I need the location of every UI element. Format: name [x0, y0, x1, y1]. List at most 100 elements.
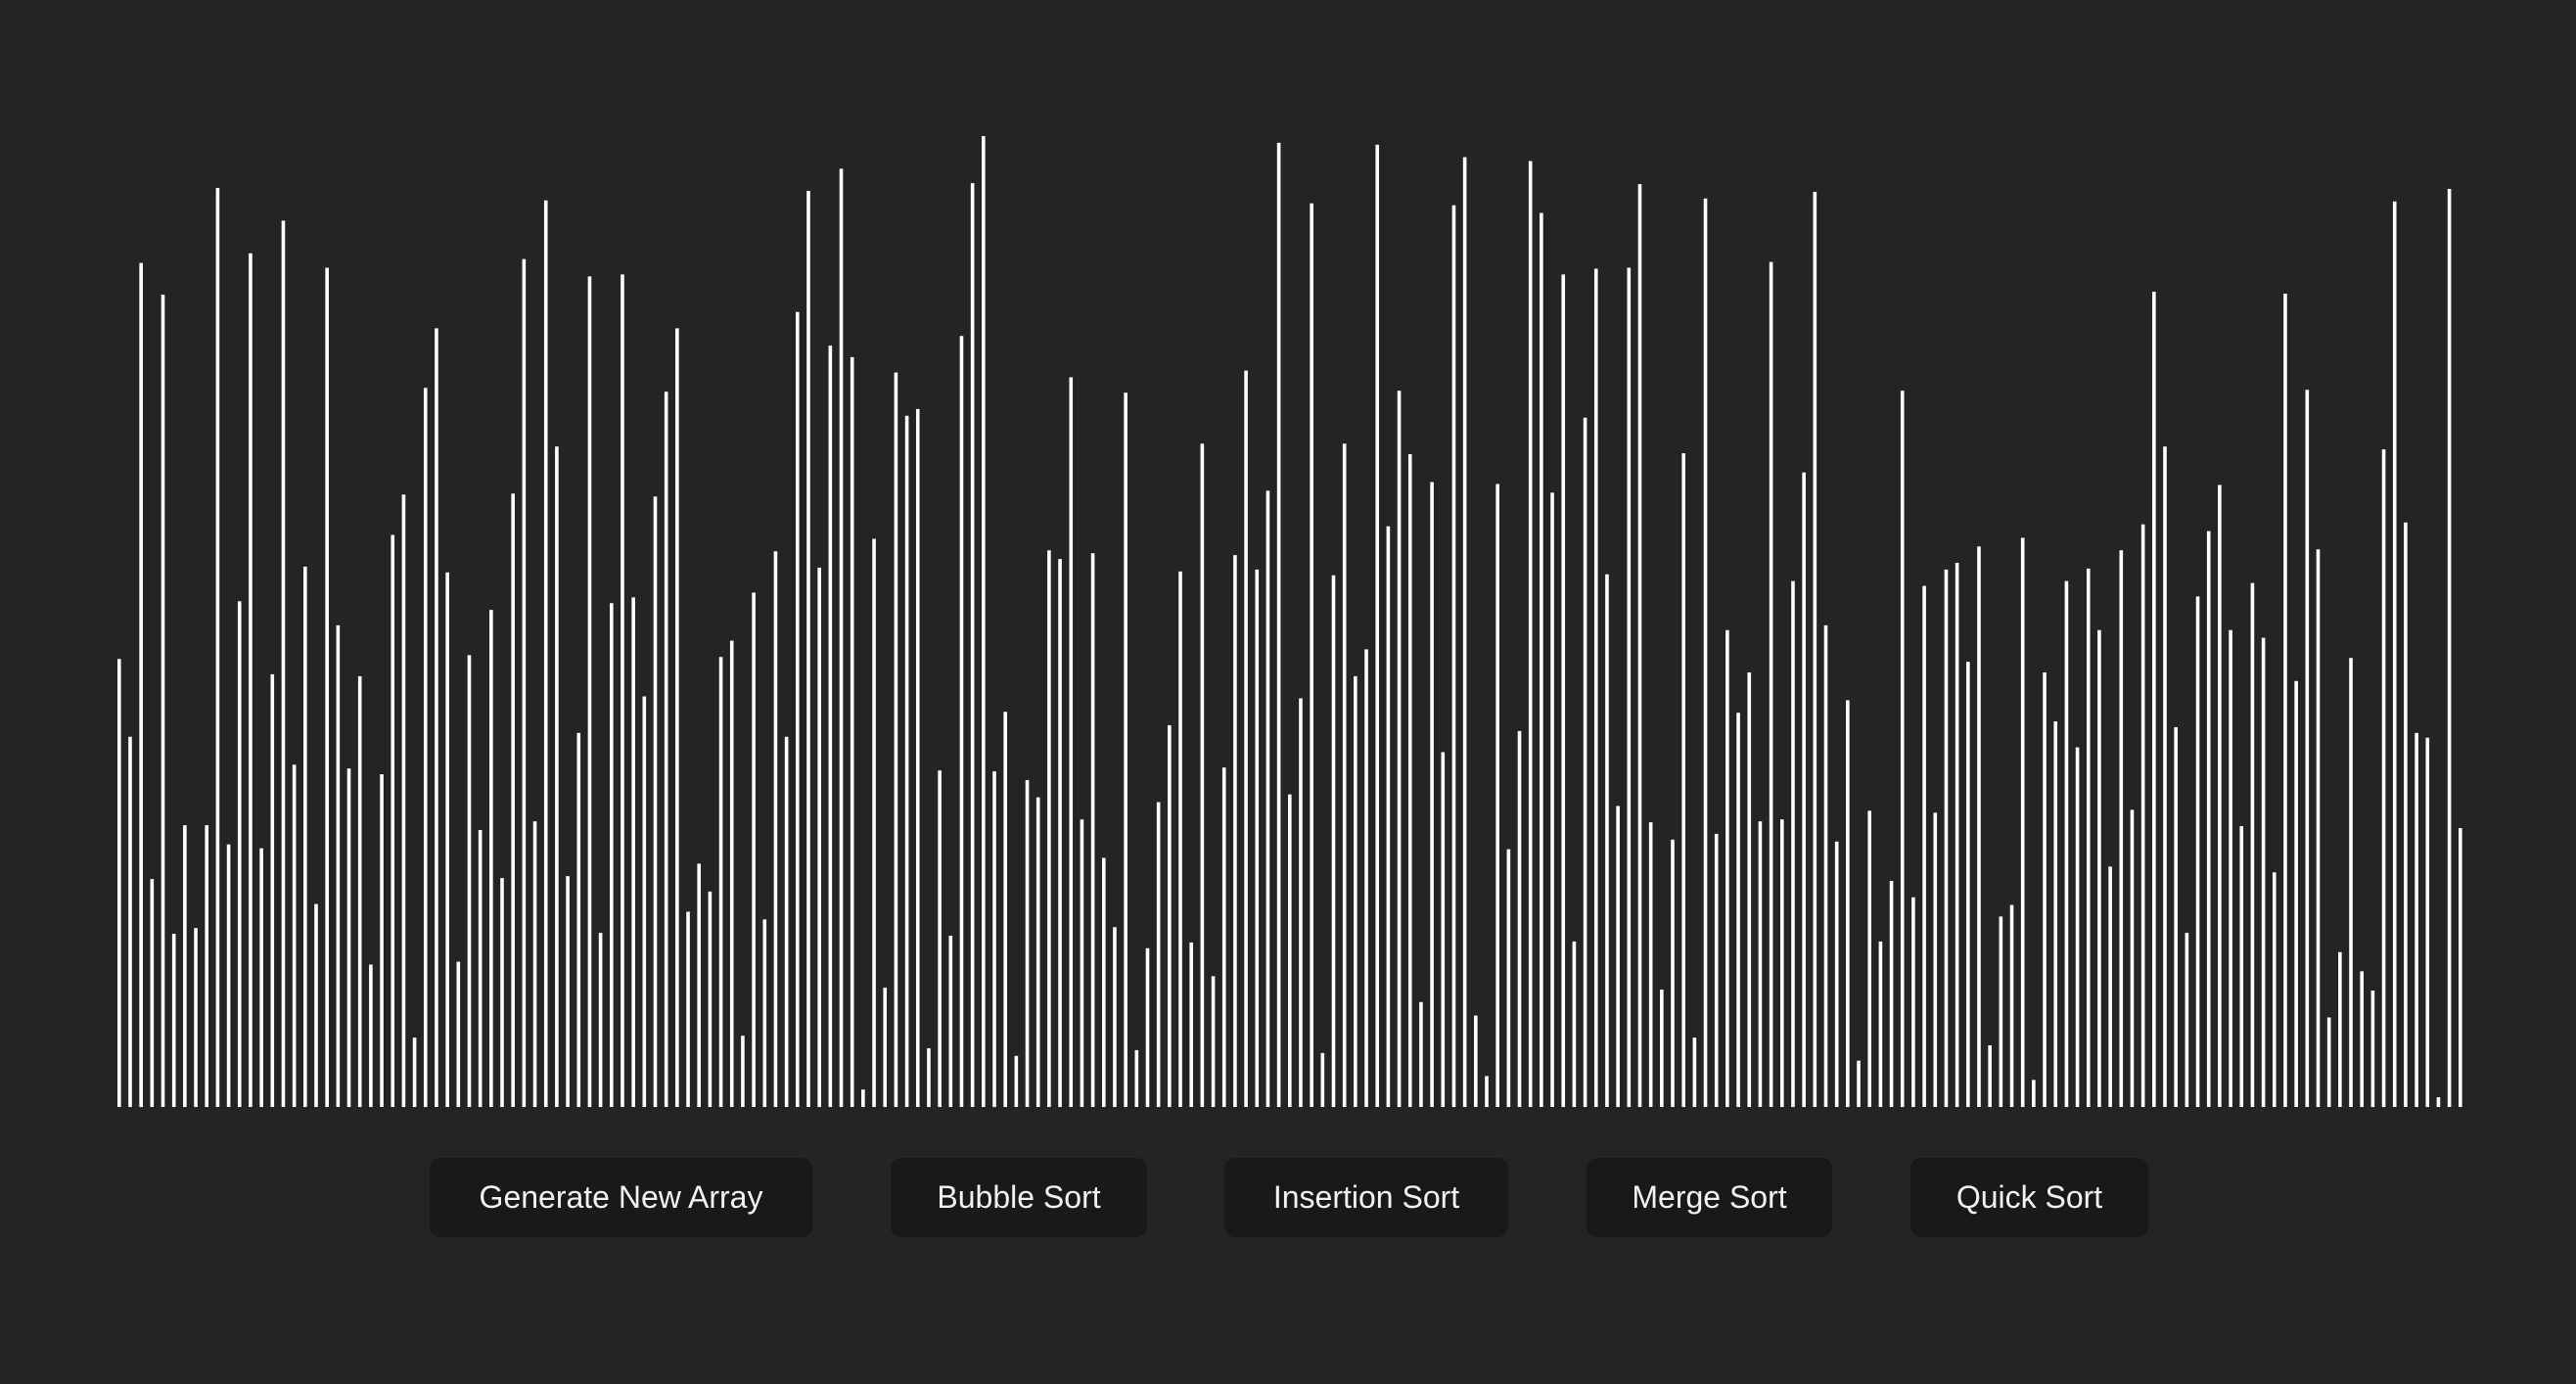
array-bar [894, 372, 898, 1107]
array-bar [1540, 212, 1543, 1107]
array-bar [478, 830, 483, 1107]
array-bar [1988, 1044, 1992, 1107]
array-bar [2404, 522, 2408, 1107]
array-bar [1900, 391, 1905, 1108]
array-bar [1802, 472, 1806, 1107]
array-bar [2097, 629, 2101, 1107]
array-bar [2086, 568, 2091, 1107]
array-bar [1124, 392, 1127, 1107]
array-bar [1977, 546, 1981, 1107]
array-bar [467, 655, 472, 1107]
array-bar [1397, 391, 1402, 1108]
array-bar [336, 624, 341, 1107]
array-bar [927, 1047, 931, 1107]
array-bar [445, 572, 449, 1107]
array-bar [576, 732, 581, 1107]
merge-sort-button[interactable]: Merge Sort [1587, 1158, 1832, 1237]
array-bar [938, 770, 942, 1107]
array-bar [2009, 904, 2014, 1107]
array-bar [2229, 629, 2232, 1107]
array-bar [215, 188, 220, 1107]
array-bar [1550, 492, 1554, 1107]
array-bar [598, 933, 603, 1107]
array-bar [543, 200, 548, 1108]
array-bar [784, 736, 789, 1107]
array-bar [2032, 1080, 2036, 1107]
array-bar [205, 825, 209, 1107]
quick-sort-button[interactable]: Quick Sort [1910, 1158, 2148, 1237]
array-bar [2195, 596, 2200, 1107]
array-bar [1671, 839, 1675, 1107]
array-bar [1495, 484, 1499, 1108]
array-bar [752, 592, 756, 1107]
array-bar [1386, 526, 1391, 1107]
array-bar [883, 988, 888, 1107]
array-bar [773, 551, 778, 1107]
array-bar [281, 220, 286, 1108]
array-bar [1561, 274, 1566, 1107]
array-bar [259, 848, 263, 1107]
array-bar [401, 494, 406, 1107]
array-bar [2447, 189, 2452, 1107]
array-bar [194, 928, 198, 1107]
array-bar [1255, 569, 1260, 1107]
array-bar [1692, 1038, 1697, 1107]
array-bar [2459, 828, 2462, 1107]
array-bar [609, 603, 614, 1107]
array-bar [391, 534, 395, 1107]
array-bar [664, 392, 668, 1108]
array-bar [2163, 446, 2167, 1107]
array-bar [1506, 849, 1511, 1107]
array-bar [2415, 732, 2418, 1107]
array-bar [1419, 1001, 1423, 1107]
array-bar [2218, 484, 2222, 1108]
array-bar [642, 696, 647, 1107]
array-bar [357, 675, 362, 1107]
array-bar [1156, 802, 1161, 1107]
array-bar [1593, 268, 1598, 1107]
array-bar [1451, 205, 1456, 1107]
array-bar [621, 274, 624, 1107]
array-bar [2185, 933, 2189, 1107]
array-bar [456, 961, 461, 1107]
array-bar [1955, 563, 1959, 1107]
array-bar [2130, 809, 2135, 1107]
array-bar [915, 408, 920, 1107]
array-bar [1320, 1052, 1325, 1107]
array-bar [1014, 1055, 1019, 1107]
array-bar [1375, 144, 1380, 1108]
array-bar [1080, 819, 1084, 1107]
bubble-sort-button[interactable]: Bubble Sort [891, 1158, 1147, 1237]
insertion-sort-button[interactable]: Insertion Sort [1224, 1158, 1508, 1237]
array-bar [587, 276, 592, 1107]
array-bar [1528, 161, 1533, 1107]
array-bar [1200, 443, 1205, 1107]
array-bar [1035, 797, 1040, 1107]
array-bar [2064, 580, 2069, 1107]
array-bar [1758, 821, 1763, 1107]
array-bar [796, 311, 800, 1108]
array-bar [1441, 752, 1446, 1107]
array-bar [2338, 951, 2342, 1107]
array-bar [1736, 713, 1740, 1107]
array-bar [1889, 881, 1894, 1107]
array-bar [1233, 555, 1237, 1107]
array-bar [1791, 580, 1795, 1107]
array-bar [2075, 747, 2080, 1107]
array-bar [380, 774, 384, 1107]
array-bar [729, 640, 734, 1107]
array-bar [872, 538, 876, 1107]
array-bar [2239, 826, 2244, 1107]
array-bar [1616, 806, 1620, 1107]
array-bar [1714, 833, 1719, 1107]
array-bar [1276, 142, 1281, 1107]
array-bar [1058, 559, 1062, 1107]
array-bar [435, 328, 438, 1107]
array-bar [1572, 941, 1577, 1107]
generate-new-array-button[interactable]: Generate New Array [430, 1158, 812, 1237]
array-bar [697, 863, 702, 1107]
array-bar [1813, 191, 1817, 1107]
array-bar [2436, 1097, 2441, 1107]
array-bar [2140, 524, 2145, 1107]
array-bar [2152, 292, 2156, 1108]
